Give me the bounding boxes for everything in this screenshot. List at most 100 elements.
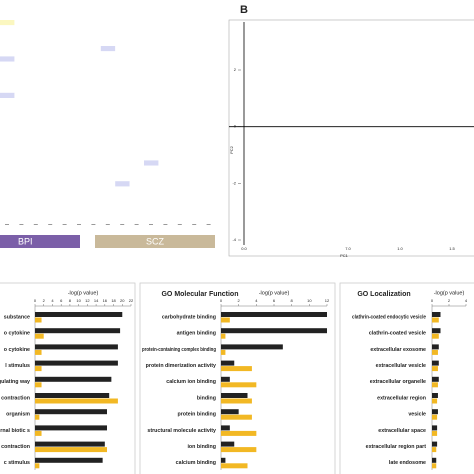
heat-cell bbox=[0, 56, 15, 62]
heat-cell bbox=[86, 25, 101, 31]
heat-cell bbox=[57, 98, 73, 104]
heat-cell bbox=[43, 82, 58, 88]
category-label: substance bbox=[4, 314, 30, 320]
heat-cell bbox=[72, 118, 87, 125]
heat-cell bbox=[187, 196, 202, 203]
heat-cell bbox=[201, 134, 217, 140]
bar bbox=[35, 333, 44, 339]
heat-cell bbox=[14, 118, 29, 125]
bar bbox=[35, 414, 40, 420]
heat-cell bbox=[72, 25, 87, 31]
heat-cell bbox=[28, 155, 44, 161]
heat-cell bbox=[144, 191, 159, 197]
heat-cell bbox=[129, 160, 145, 166]
heat-cell bbox=[115, 129, 130, 135]
heat-cell bbox=[14, 20, 29, 26]
heat-cell bbox=[72, 51, 87, 57]
heat-cell bbox=[57, 170, 73, 177]
bar bbox=[221, 393, 248, 398]
column-label bbox=[62, 224, 67, 225]
heat-cell bbox=[28, 20, 44, 26]
heat-cell bbox=[57, 82, 73, 88]
heat-cell bbox=[129, 92, 145, 99]
x-tick-label: 12 bbox=[85, 298, 90, 303]
heat-cell bbox=[144, 46, 159, 52]
heat-cell bbox=[57, 191, 73, 197]
heat-cell bbox=[28, 196, 44, 203]
heat-cell bbox=[187, 35, 202, 41]
heat-cell bbox=[86, 217, 101, 223]
heat-cell bbox=[43, 176, 58, 182]
heat-cell bbox=[201, 155, 217, 161]
heat-cell bbox=[187, 134, 202, 140]
heat-cell bbox=[28, 186, 44, 192]
heat-cell bbox=[100, 181, 116, 187]
heat-cell bbox=[115, 113, 130, 119]
heat-cell bbox=[43, 72, 58, 78]
heat-cell bbox=[72, 56, 87, 62]
heat-cell bbox=[158, 139, 173, 145]
heat-cell bbox=[158, 82, 173, 88]
heat-cell bbox=[14, 160, 29, 166]
heat-cell bbox=[158, 150, 173, 156]
heat-cell bbox=[100, 134, 116, 140]
heat-cell bbox=[201, 25, 217, 31]
x-tick-label: 2 bbox=[238, 298, 241, 303]
heat-cell bbox=[28, 61, 44, 67]
heat-cell bbox=[86, 87, 101, 93]
heat-cell bbox=[100, 155, 116, 161]
heat-cell bbox=[43, 196, 58, 203]
column-label bbox=[5, 224, 9, 225]
heat-cell bbox=[28, 46, 44, 52]
heat-cell bbox=[115, 72, 130, 78]
heat-cell bbox=[86, 222, 101, 229]
heat-cell bbox=[57, 92, 73, 99]
heat-cell bbox=[201, 56, 217, 62]
heat-cell bbox=[0, 118, 15, 125]
x-tick-label: 6 bbox=[60, 298, 63, 303]
heat-cell bbox=[100, 144, 116, 151]
heat-cell bbox=[0, 170, 15, 177]
heat-cell bbox=[28, 92, 44, 99]
heat-cell bbox=[57, 56, 73, 62]
bar bbox=[35, 382, 42, 388]
heat-cell bbox=[72, 165, 87, 171]
group-bar bbox=[0, 235, 80, 248]
heat-cell bbox=[86, 51, 101, 57]
heat-cell bbox=[57, 61, 73, 67]
bar bbox=[221, 312, 327, 317]
heat-cell bbox=[187, 212, 202, 218]
heat-cell bbox=[72, 196, 87, 203]
heat-cell bbox=[201, 170, 217, 177]
heat-cell bbox=[14, 25, 29, 31]
heat-cell bbox=[129, 113, 145, 119]
heat-cell bbox=[57, 103, 73, 109]
category-label: o cytokine bbox=[4, 347, 30, 353]
heat-cell bbox=[43, 186, 58, 192]
heat-cell bbox=[0, 72, 15, 78]
heat-cell bbox=[100, 103, 116, 109]
heat-cell bbox=[43, 66, 58, 73]
category-label: l stimulus bbox=[5, 363, 30, 369]
heat-cell bbox=[129, 170, 145, 177]
heat-cell bbox=[172, 212, 188, 218]
heat-cell bbox=[115, 176, 130, 182]
heat-cell bbox=[115, 82, 130, 88]
heat-cell bbox=[172, 77, 188, 83]
column-label bbox=[91, 224, 96, 225]
column-label bbox=[33, 224, 38, 225]
heat-cell bbox=[115, 181, 130, 187]
heat-cell bbox=[158, 40, 173, 47]
heat-cell bbox=[158, 191, 173, 197]
panel-frame bbox=[0, 282, 136, 474]
bar bbox=[221, 414, 252, 420]
heat-cell bbox=[187, 51, 202, 57]
heat-cell bbox=[57, 72, 73, 78]
heat-cell bbox=[86, 77, 101, 83]
heat-cell bbox=[201, 66, 217, 73]
heat-cell bbox=[43, 108, 58, 114]
heat-cell bbox=[28, 222, 44, 229]
heat-cell bbox=[28, 82, 44, 88]
heat-cell bbox=[0, 222, 15, 229]
panel-title: GO Localization bbox=[357, 291, 410, 298]
